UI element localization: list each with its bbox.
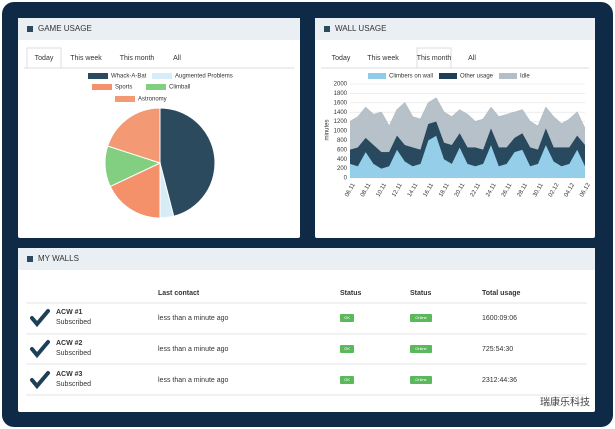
watermark: 瑞康乐科技 xyxy=(540,396,590,409)
total-usage: 725:54:30 xyxy=(482,346,513,353)
connection-badge xyxy=(410,376,432,384)
panel-header xyxy=(315,18,595,40)
wall-name: ACW #3 xyxy=(56,371,83,378)
y-tick-label: 400 xyxy=(337,157,348,163)
legend-swatch xyxy=(115,96,135,102)
tab[interactable]: Today xyxy=(332,55,351,62)
last-contact: less than a minute ago xyxy=(158,377,229,384)
area-fill xyxy=(350,121,585,169)
legend-label: Idle xyxy=(520,74,530,80)
panel-icon xyxy=(27,26,33,32)
pie-slice xyxy=(107,107,161,164)
panel-icon xyxy=(27,256,33,262)
legend-swatch xyxy=(88,73,108,79)
subscription: Subscribed xyxy=(56,381,91,388)
tab[interactable]: This month xyxy=(120,55,155,62)
connection-text: Online xyxy=(415,315,427,320)
legend-label: Other usage xyxy=(460,74,494,80)
subscription: Subscribed xyxy=(56,350,91,357)
legend-swatch xyxy=(439,73,457,79)
status-text: OK xyxy=(344,346,350,351)
y-axis-label: minutes xyxy=(325,119,331,140)
column-header: Status xyxy=(340,290,362,297)
y-tick-label: 200 xyxy=(337,166,348,172)
y-tick-label: 1600 xyxy=(334,100,348,106)
total-usage: 2312:44:36 xyxy=(482,377,517,384)
status-badge xyxy=(340,376,354,384)
check-icon xyxy=(30,340,50,359)
panel-header xyxy=(18,18,300,40)
tab[interactable]: This week xyxy=(70,55,102,62)
tab-active xyxy=(26,47,62,69)
connection-badge xyxy=(410,345,432,353)
panel-title: GAME USAGE xyxy=(38,24,92,33)
area-line xyxy=(349,97,586,129)
status-badge xyxy=(340,314,354,322)
status-text: OK xyxy=(344,377,350,382)
legend-label: Climbers on wall xyxy=(389,74,433,80)
panel-header xyxy=(18,248,595,270)
legend-swatch xyxy=(368,73,386,79)
tab-active xyxy=(416,47,452,69)
legend-swatch xyxy=(152,73,172,79)
y-tick-label: 1000 xyxy=(334,129,348,135)
connection-badge xyxy=(410,314,432,322)
legend-swatch xyxy=(146,84,166,90)
y-tick-label: 2000 xyxy=(334,82,348,88)
y-tick-label: 0 xyxy=(344,176,348,182)
check-icon xyxy=(30,371,50,390)
y-tick-label: 1800 xyxy=(334,91,348,97)
status-badge xyxy=(340,345,354,353)
area-fill xyxy=(350,135,585,178)
tab[interactable]: All xyxy=(173,55,181,62)
y-tick-label: 1200 xyxy=(334,119,348,125)
legend-label: Whack-A-Bat xyxy=(111,74,147,80)
tab[interactable]: This week xyxy=(367,55,399,62)
panel-title: MY WALLS xyxy=(38,254,79,263)
total-usage: 1600:09:06 xyxy=(482,315,517,322)
panel xyxy=(18,248,595,412)
legend-label: Augmented Problems xyxy=(175,74,233,80)
legend-swatch xyxy=(499,73,517,79)
pie-slice xyxy=(109,162,161,219)
tab[interactable]: All xyxy=(468,55,476,62)
y-tick-label: 800 xyxy=(337,138,348,144)
status-text: OK xyxy=(344,315,350,320)
area-fill xyxy=(350,98,585,153)
last-contact: less than a minute ago xyxy=(158,346,229,353)
tab[interactable]: Today xyxy=(35,55,54,62)
panel-icon xyxy=(324,26,330,32)
column-header: Last contact xyxy=(158,290,200,297)
panel-title: WALL USAGE xyxy=(335,24,386,33)
legend-label: Astronomy xyxy=(138,97,167,103)
connection-text: Online xyxy=(415,346,427,351)
last-contact: less than a minute ago xyxy=(158,315,229,322)
connection-text: Online xyxy=(415,377,427,382)
y-tick-label: 1400 xyxy=(334,110,348,116)
check-icon xyxy=(30,309,50,328)
pie-slice xyxy=(159,107,216,217)
y-tick-label: 600 xyxy=(337,147,348,153)
tab[interactable]: This month xyxy=(417,55,452,62)
column-header: Status xyxy=(410,290,432,297)
wall-name: ACW #1 xyxy=(56,309,83,316)
legend-label: Climball xyxy=(169,85,190,91)
legend-label: Sports xyxy=(115,85,132,91)
column-header: Total usage xyxy=(482,290,520,297)
legend-swatch xyxy=(92,84,112,90)
wall-name: ACW #2 xyxy=(56,340,83,347)
subscription: Subscribed xyxy=(56,319,91,326)
